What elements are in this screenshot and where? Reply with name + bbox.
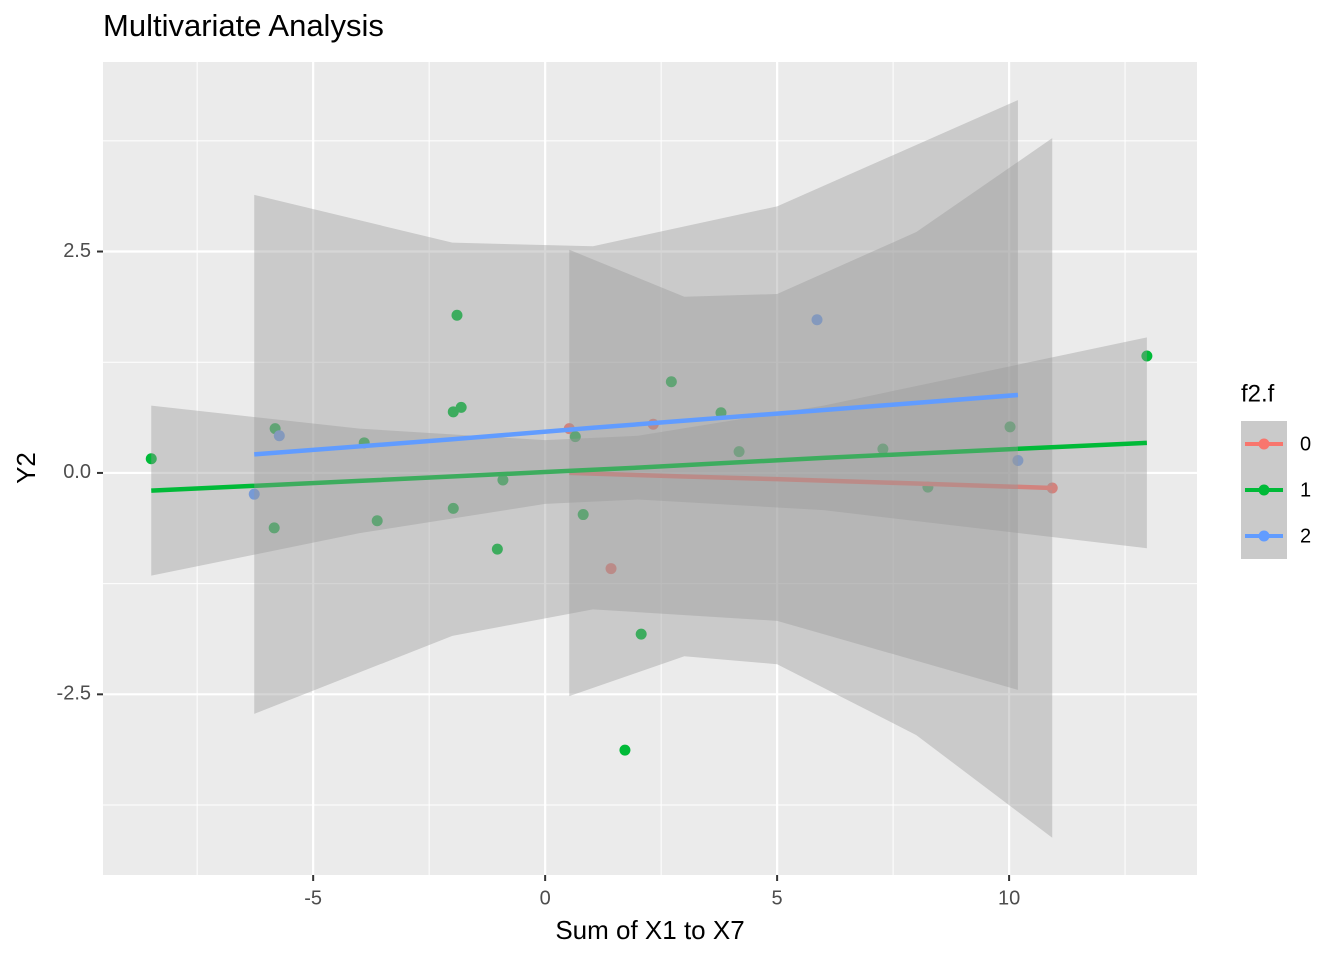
data-point — [877, 443, 889, 455]
data-point — [248, 488, 260, 500]
data-point — [497, 474, 509, 486]
data-point — [273, 430, 285, 442]
y-tick-label: -2.5 — [57, 683, 91, 705]
data-point — [733, 446, 745, 458]
data-point — [447, 502, 459, 514]
data-point — [577, 509, 589, 521]
legend-title: f2.f — [1241, 380, 1275, 407]
y-axis-label: Y2 — [11, 452, 41, 484]
data-point — [371, 515, 383, 527]
confidence-band — [151, 337, 1147, 576]
legend-label: 0 — [1300, 433, 1311, 455]
legend-point — [1258, 484, 1270, 496]
confidence-band — [569, 138, 1053, 838]
chart-title: Multivariate Analysis — [103, 8, 384, 43]
legend-label: 2 — [1300, 525, 1311, 547]
legend-point — [1258, 530, 1270, 542]
data-point — [268, 522, 280, 534]
data-point — [569, 431, 581, 443]
confidence-band — [254, 100, 1018, 714]
data-point — [635, 628, 647, 640]
legend-point — [1258, 438, 1270, 450]
data-point — [665, 376, 677, 388]
x-tick-label: -5 — [304, 887, 322, 909]
regression-line — [569, 470, 1053, 491]
data-point — [145, 453, 157, 465]
regression-line — [254, 392, 1019, 457]
data-point — [1004, 421, 1016, 433]
data-point — [491, 543, 503, 555]
legend-label: 1 — [1300, 479, 1311, 501]
x-tick-label: 0 — [540, 887, 551, 909]
data-point — [811, 314, 823, 326]
data-point — [455, 401, 467, 413]
x-axis-label: Sum of X1 to X7 — [555, 915, 744, 945]
y-tick-label: 0.0 — [63, 461, 91, 483]
data-point — [1012, 455, 1024, 467]
x-tick-label: 5 — [772, 887, 783, 909]
data-point — [451, 309, 463, 321]
regression-line — [151, 440, 1147, 493]
x-tick-label: 10 — [998, 887, 1020, 909]
y-tick-label: 2.5 — [63, 240, 91, 262]
data-point — [619, 744, 631, 756]
data-point — [605, 563, 617, 575]
data-point — [1141, 350, 1153, 362]
